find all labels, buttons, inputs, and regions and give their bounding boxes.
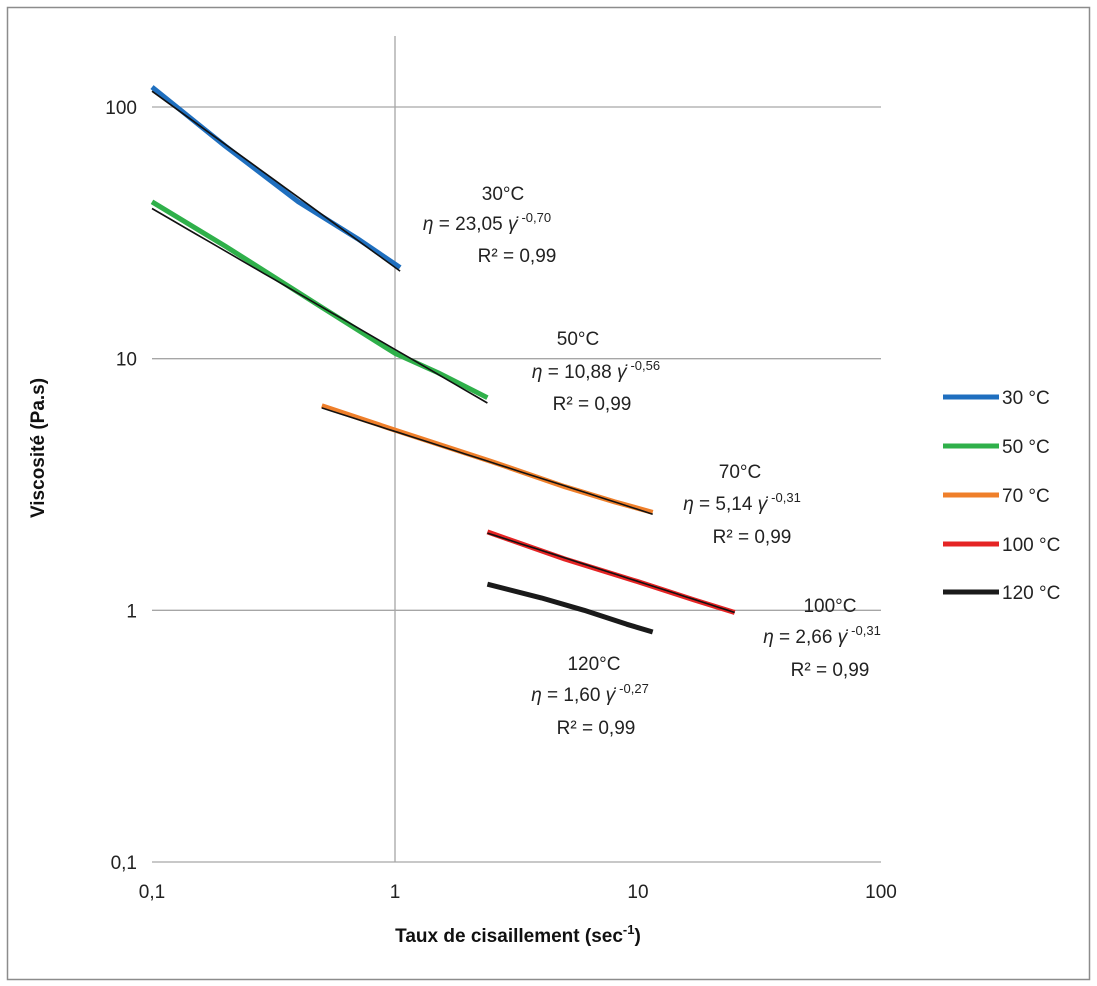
annotation-temp: 70°C [719,462,761,483]
fit-line-1 [151,207,488,404]
x-axis-title-sup: -1 [623,922,635,937]
annotation-r2: R² = 0,99 [557,718,636,739]
equation-exponent: -0,31 [851,623,881,638]
eta-symbol: η [531,685,542,706]
legend: 30 °C 50 °C 70 °C 100 °C 120 °C [943,388,1060,604]
gamma-dot-symbol: γ̇ [758,494,769,515]
legend-label: 70 °C [1002,486,1050,507]
equation-coef: = 2,66 [774,627,838,648]
chart-border [6,6,1091,981]
y-tick-label: 100 [105,98,137,119]
x-tick-label: 10 [627,882,648,903]
annotation-120: 120°C η = 1,60 γ̇ -0,27 R² = 0,99 [531,654,649,739]
annotation-r2: R² = 0,99 [478,246,557,267]
gamma-dot-symbol: γ̇ [838,627,849,648]
annotation-temp: 30°C [482,184,524,205]
grid [152,36,881,863]
equation-exponent: -0,70 [521,210,551,225]
legend-item-50: 50 °C [943,437,1050,458]
annotation-50: 50°C η = 10,88 γ̇ -0,56 R² = 0,99 [532,329,660,415]
legend-item-120: 120 °C [943,583,1060,604]
equation-coef: = 5,14 [694,494,758,515]
annotation-equation: η = 2,66 γ̇ -0,31 [763,623,881,648]
legend-label: 30 °C [1002,388,1050,409]
y-tick-label: 0,1 [111,853,137,874]
gamma-dot-symbol: γ̇ [508,214,519,235]
x-axis-title: Taux de cisaillement (sec-1) [395,922,641,947]
fit-line-2 [321,407,653,515]
eta-symbol: η [423,214,434,235]
annotation-equation: η = 23,05 γ̇ -0,70 [423,210,551,235]
equation-exponent: -0,31 [771,490,801,505]
tick-labels: 0,1 1 10 100 0,1 1 10 100 [105,98,897,903]
legend-label: 100 °C [1002,535,1060,556]
equation-coef: = 23,05 [433,214,507,235]
annotation-equation: η = 1,60 γ̇ -0,27 [531,681,649,706]
legend-item-70: 70 °C [943,486,1050,507]
series-lines [150,85,736,635]
series-line-4 [486,581,654,635]
y-axis-title: Viscosité (Pa.s) [28,378,49,518]
annotation-70: 70°C η = 5,14 γ̇ -0,31 R² = 0,99 [683,462,801,548]
annotation-equation: η = 10,88 γ̇ -0,56 [532,358,660,383]
fit-line-3 [487,532,735,614]
equation-coef: = 1,60 [542,685,606,706]
legend-item-30: 30 °C [943,388,1050,409]
legend-label: 120 °C [1002,583,1060,604]
equation-exponent: -0,27 [619,681,649,696]
x-tick-label: 1 [390,882,401,903]
eta-symbol: η [532,362,543,383]
eta-symbol: η [763,627,774,648]
legend-item-100: 100 °C [943,535,1060,556]
annotation-temp: 120°C [567,654,620,675]
gamma-dot-symbol: γ̇ [617,362,628,383]
legend-label: 50 °C [1002,437,1050,458]
annotation-30: 30°C η = 23,05 γ̇ -0,70 R² = 0,99 [423,184,556,267]
annotation-temp: 100°C [803,596,856,617]
x-axis-title-end: ) [634,926,640,947]
fit-line-0 [151,90,401,272]
annotation-temp: 50°C [557,329,599,350]
annotation-equation: η = 5,14 γ̇ -0,31 [683,490,801,515]
x-axis-title-main: Taux de cisaillement (sec [395,926,623,947]
equation-exponent: -0,56 [630,358,660,373]
annotation-100: 100°C η = 2,66 γ̇ -0,31 R² = 0,99 [763,596,881,681]
gamma-dot-symbol: γ̇ [606,685,617,706]
x-tick-label: 0,1 [139,882,165,903]
equation-coef: = 10,88 [542,362,616,383]
x-tick-label: 100 [865,882,897,903]
eta-symbol: η [683,494,694,515]
annotation-r2: R² = 0,99 [713,527,792,548]
series-line-1 [150,199,489,400]
annotation-r2: R² = 0,99 [553,394,632,415]
y-tick-label: 10 [116,350,137,371]
y-tick-label: 1 [126,601,137,622]
annotation-r2: R² = 0,99 [791,660,870,681]
